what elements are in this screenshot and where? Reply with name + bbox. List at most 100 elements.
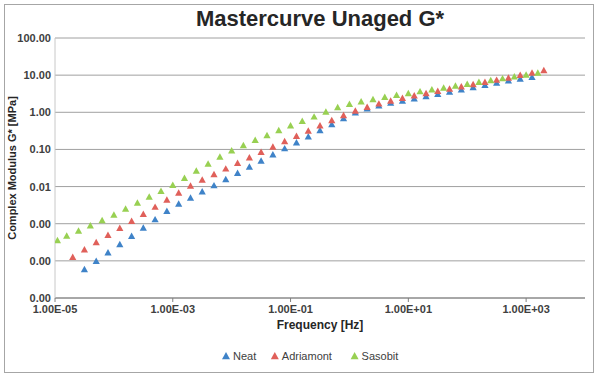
point	[487, 77, 494, 83]
grid-line	[55, 298, 585, 299]
point	[134, 199, 141, 205]
point	[257, 148, 264, 154]
point	[523, 71, 530, 77]
point	[481, 79, 488, 85]
x-tick-label: 1.00E-01	[268, 303, 313, 315]
legend-marker	[271, 352, 279, 359]
x-tick-label: 1.00E-05	[33, 303, 78, 315]
point	[122, 205, 129, 211]
point	[305, 127, 312, 133]
point	[316, 122, 323, 128]
grid-line	[55, 38, 585, 39]
point	[428, 86, 435, 92]
x-tick-label: 1.00E+03	[502, 303, 549, 315]
point	[405, 90, 412, 96]
point	[281, 145, 288, 151]
chart: Mastercurve Unaged G*0.000.000.000.010.1…	[0, 0, 598, 377]
grid-line	[55, 186, 585, 187]
x-tick	[172, 298, 173, 302]
point	[493, 76, 500, 82]
point	[328, 117, 335, 123]
point	[140, 210, 147, 216]
point	[499, 75, 506, 81]
legend-label: Neat	[233, 350, 256, 362]
point	[269, 143, 276, 149]
point	[152, 216, 159, 222]
point	[293, 132, 300, 138]
point	[540, 67, 547, 73]
point	[104, 232, 111, 238]
point	[152, 203, 159, 209]
point	[175, 189, 182, 195]
point	[116, 225, 123, 231]
point	[470, 81, 477, 87]
point	[511, 73, 518, 79]
point	[128, 233, 135, 239]
point	[440, 84, 447, 90]
title: Mastercurve Unaged G*	[196, 6, 445, 31]
point	[334, 104, 341, 110]
x-axis-title: Frequency [Hz]	[277, 318, 364, 332]
background	[0, 0, 598, 377]
point	[299, 118, 306, 124]
point	[281, 138, 288, 144]
point	[228, 147, 235, 153]
point	[352, 107, 359, 113]
point	[175, 200, 182, 206]
point	[305, 133, 312, 139]
point	[205, 160, 212, 166]
point	[517, 72, 524, 78]
grid-line	[55, 260, 585, 261]
point	[246, 163, 253, 169]
point	[210, 171, 217, 177]
point	[393, 92, 400, 98]
point	[387, 97, 394, 103]
x-tick	[526, 298, 527, 302]
x-tick-label: 1.00E-03	[150, 303, 195, 315]
y-tick-label: 0.10	[30, 143, 51, 155]
point	[464, 80, 471, 86]
legend: NeatAdriamontSasobit	[222, 350, 398, 362]
point	[269, 151, 276, 157]
point	[199, 188, 206, 194]
point	[81, 266, 88, 272]
point	[222, 176, 229, 182]
y-tick-label: 0.01	[30, 181, 51, 193]
point	[69, 254, 76, 260]
point	[193, 167, 200, 173]
point	[140, 224, 147, 230]
point	[475, 79, 482, 85]
point	[157, 187, 164, 193]
series	[55, 69, 541, 243]
point	[340, 112, 347, 118]
grid-line	[55, 112, 585, 113]
point	[163, 208, 170, 214]
y-tick-label: 0.00	[30, 255, 51, 267]
x-tick-label: 1.00E+01	[385, 303, 432, 315]
point	[275, 127, 282, 133]
series	[69, 67, 547, 260]
x-tick	[290, 298, 291, 302]
point	[246, 154, 253, 160]
point	[452, 82, 459, 88]
y-tick-label: 100.00	[17, 32, 51, 44]
point	[240, 142, 247, 148]
point	[505, 74, 512, 80]
point	[116, 241, 123, 247]
point	[234, 169, 241, 175]
point	[187, 194, 194, 200]
point	[358, 98, 365, 104]
point	[222, 165, 229, 171]
y-axis-line	[55, 38, 56, 298]
point	[99, 217, 106, 223]
point	[287, 122, 294, 128]
point	[104, 249, 111, 255]
legend-marker	[351, 352, 359, 359]
point	[87, 222, 94, 228]
point	[381, 93, 388, 99]
point	[252, 137, 259, 143]
point	[375, 100, 382, 106]
point	[369, 96, 376, 102]
point	[181, 174, 188, 180]
series	[81, 73, 536, 272]
